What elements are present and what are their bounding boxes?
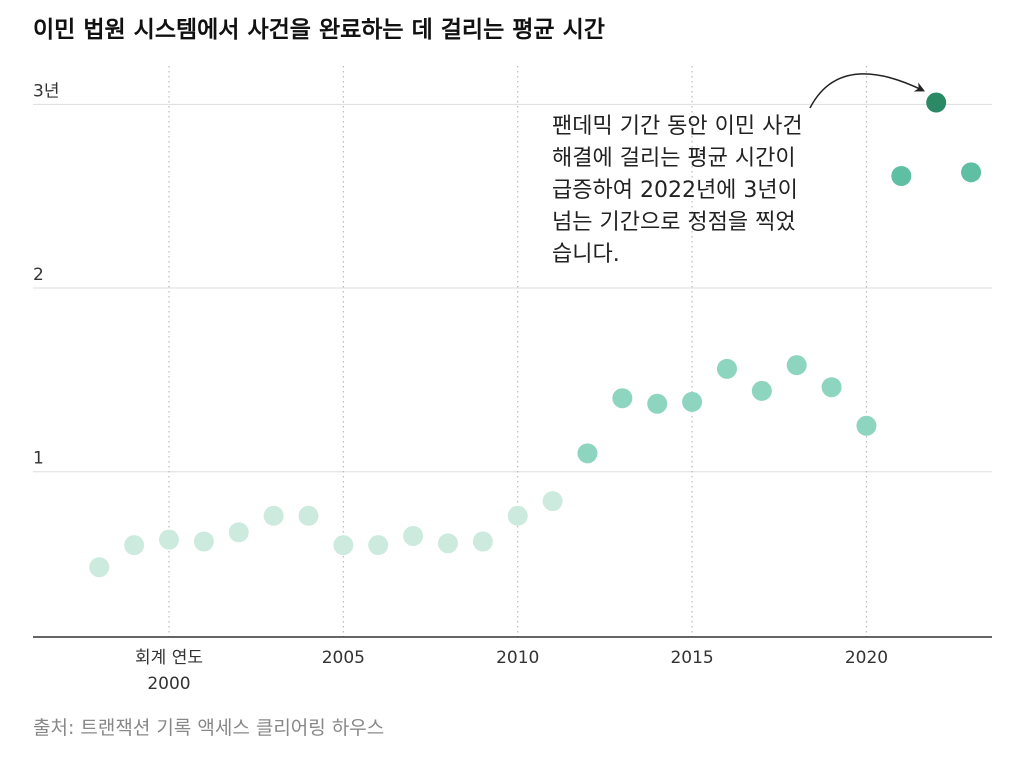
y-tick-label: 2 bbox=[33, 265, 44, 285]
data-point bbox=[333, 535, 354, 556]
annotation-line: 넘는 기간으로 정점을 찍었 bbox=[552, 210, 796, 235]
data-point bbox=[159, 529, 180, 550]
y-tick-label: 1 bbox=[33, 449, 44, 469]
x-axis-title: 회계 연도 bbox=[135, 648, 203, 668]
annotation-line: 습니다. bbox=[552, 242, 620, 267]
annotation-line: 급증하여 2022년에 3년이 bbox=[552, 178, 798, 203]
x-tick-label: 2010 bbox=[496, 648, 539, 668]
data-point bbox=[368, 535, 389, 556]
data-point bbox=[751, 380, 772, 401]
data-point bbox=[647, 393, 668, 414]
data-point bbox=[612, 388, 633, 409]
data-point bbox=[682, 391, 703, 412]
x-tick-label: 2020 bbox=[845, 648, 888, 668]
y-tick-label: 3년 bbox=[33, 81, 59, 101]
annotation-arrow bbox=[809, 73, 926, 109]
data-point-peak bbox=[926, 92, 947, 113]
data-point bbox=[472, 531, 493, 552]
data-point bbox=[856, 415, 877, 436]
chart-title: 이민 법원 시스템에서 사건을 완료하는 데 걸리는 평균 시간 bbox=[33, 17, 605, 43]
data-point bbox=[89, 557, 110, 578]
data-point bbox=[437, 533, 458, 554]
data-point bbox=[891, 165, 912, 186]
data-point bbox=[716, 358, 737, 379]
data-point bbox=[786, 355, 807, 376]
points-layer bbox=[89, 92, 982, 578]
x-tick-label: 2000 bbox=[147, 674, 190, 694]
data-point bbox=[228, 522, 249, 543]
data-point bbox=[124, 535, 145, 556]
annotation-line: 해결에 걸리는 평균 시간이 bbox=[552, 146, 796, 171]
annotation-line: 팬데믹 기간 동안 이민 사건 bbox=[552, 114, 803, 139]
data-point bbox=[507, 505, 528, 526]
data-point bbox=[263, 505, 284, 526]
data-point bbox=[542, 491, 563, 512]
data-point bbox=[298, 505, 319, 526]
data-point bbox=[821, 377, 842, 398]
grid-layer bbox=[33, 66, 992, 637]
data-point bbox=[193, 531, 214, 552]
source-note: 출처: 트랜잭션 기록 액세스 클리어링 하우스 bbox=[33, 717, 385, 739]
x-tick-label: 2005 bbox=[322, 648, 365, 668]
x-tick-label: 2015 bbox=[670, 648, 713, 668]
data-point bbox=[577, 443, 598, 464]
data-point bbox=[961, 162, 982, 183]
data-point bbox=[403, 525, 424, 546]
